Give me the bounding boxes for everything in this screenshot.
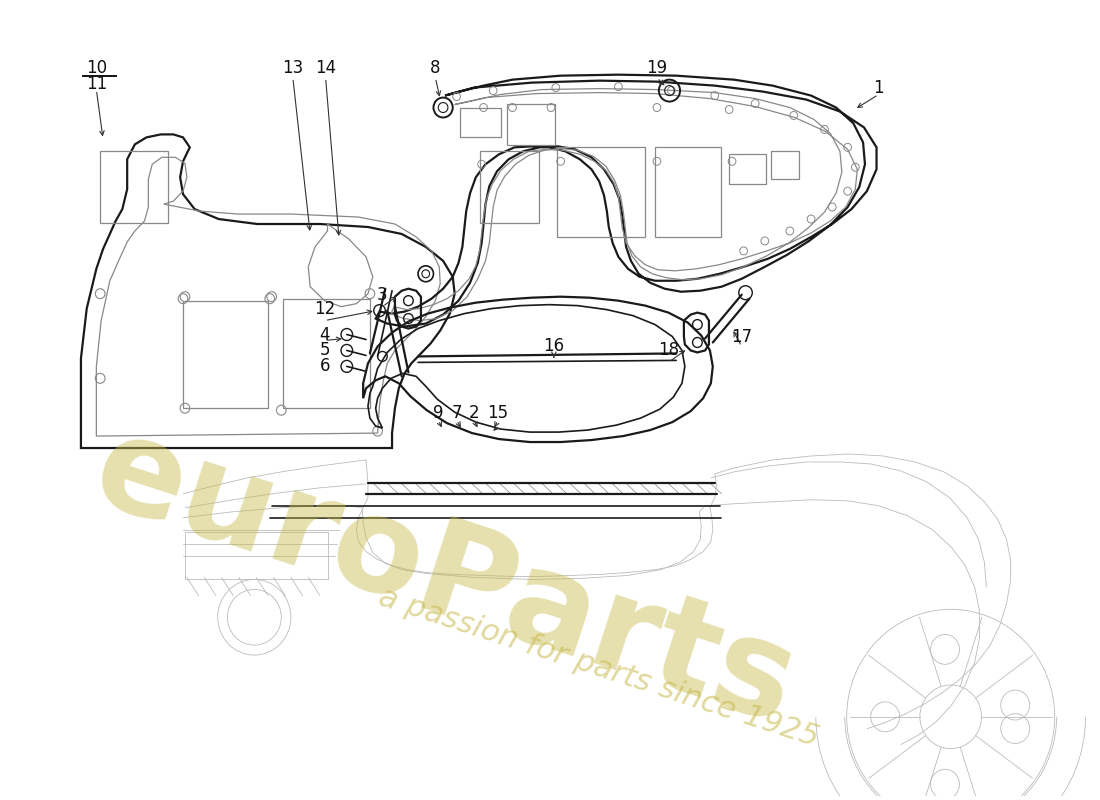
Text: euroParts: euroParts [79,405,811,750]
Bar [183,301,267,408]
Text: 12: 12 [314,300,336,318]
Text: 7: 7 [451,404,462,422]
Bar [100,151,167,223]
Text: 17: 17 [732,327,752,346]
Text: 2: 2 [469,404,480,422]
Bar [507,103,554,146]
Bar [185,532,328,579]
Text: 19: 19 [647,58,668,77]
Text: 8: 8 [430,58,441,77]
Bar [283,298,370,408]
Text: 6: 6 [319,358,330,375]
Bar [654,147,720,237]
Text: 9: 9 [433,404,443,422]
Text: 1: 1 [873,78,883,97]
Text: 18: 18 [658,342,679,359]
Bar [771,151,800,179]
Bar [461,107,500,138]
Text: 16: 16 [543,338,564,355]
Bar [729,154,766,184]
Bar [480,151,539,223]
Text: 13: 13 [283,58,304,77]
Text: 3: 3 [377,286,387,304]
Text: 14: 14 [315,58,337,77]
Text: a passion for parts since 1925: a passion for parts since 1925 [375,582,823,752]
Text: 11: 11 [86,74,107,93]
Text: 4: 4 [319,326,330,343]
Bar [557,147,646,237]
Text: 5: 5 [319,342,330,359]
Text: 15: 15 [487,404,508,422]
Text: 10: 10 [86,58,107,77]
